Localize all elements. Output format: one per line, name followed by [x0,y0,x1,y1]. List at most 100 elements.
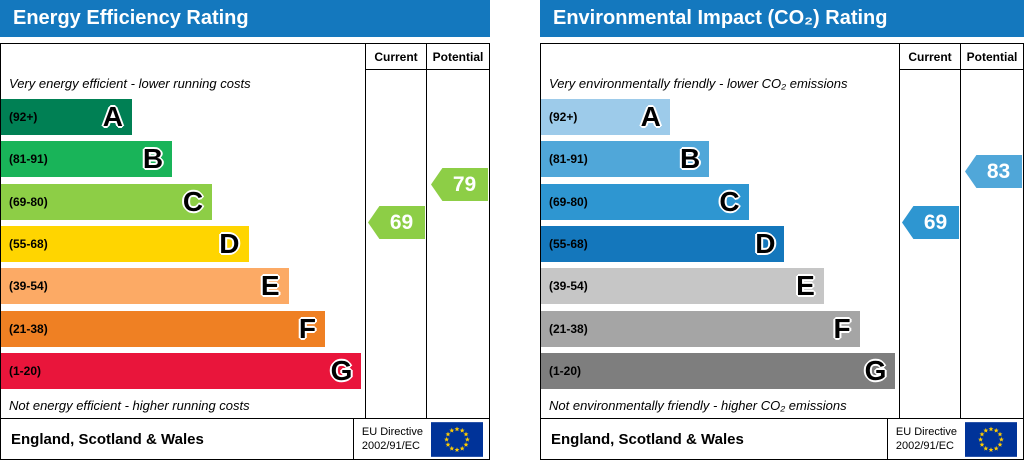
current-rating-value: 69 [389,210,414,234]
eu-directive-line1: EU Directive [361,425,423,438]
eu-flag-icon [965,421,1017,457]
current-column-divider [899,44,900,418]
epc-band-e: (39-54) E [1,268,289,305]
eu-directive-line2: 2002/91/EC [895,440,954,452]
potential-column-divider [426,44,427,418]
band-row: (81-91) B [1,138,365,180]
rating-bands: (92+) A (81-91) B (69-80) C [541,96,899,392]
band-row: (55-68) D [1,223,365,265]
band-row: (1-20) G [1,350,365,392]
band-range-label: (69-80) [549,194,588,209]
band-range-label: (92+) [9,110,38,125]
eu-directive-line1: EU Directive [895,425,957,438]
band-letter: D [219,227,240,259]
column-header-row: Current Potential [1,44,489,70]
footer-directive: EU Directive 2002/91/EC [352,419,489,459]
band-row: (21-38) F [1,307,365,349]
band-letter: D [755,227,776,259]
chart-footer: England, Scotland & Wales EU Directive 2… [0,418,490,460]
chart-footer: England, Scotland & Wales EU Directive 2… [540,418,1024,460]
band-letter: F [298,312,316,344]
band-range-label: (81-91) [9,152,48,167]
potential-column-header: Potential [432,50,484,64]
co2-band-f: (21-38) F [541,310,860,347]
energy-rating-table: Current Potential Very energy efficient … [0,43,490,419]
band-range-label: (1-20) [9,363,42,378]
band-row: (92+) A [541,96,899,138]
top-caption: Very environmentally friendly - lower CO… [549,75,848,91]
band-row: (69-80) C [1,181,365,223]
current-rating-value: 69 [923,210,948,234]
band-range-label: (39-54) [549,279,588,294]
band-range-label: (21-38) [9,321,48,336]
column-header-underline [366,69,489,70]
band-letter: C [182,185,204,217]
band-row: (1-20) G [541,350,899,392]
band-range-label: (21-38) [549,321,588,336]
band-letter: E [796,270,815,302]
eu-directive-line2: 2002/91/EC [361,440,420,452]
band-letter: B [680,143,701,175]
eu-flag-icon [431,421,483,457]
eu-directive-text: EU Directive 2002/91/EC [896,425,957,454]
column-header-underline [900,69,1023,70]
co2-band-b: (81-91) B [541,141,710,178]
current-column-header: Current [908,50,952,64]
potential-rating-arrow: 79 [431,168,488,201]
potential-rating-value: 79 [452,172,477,196]
band-range-label: (55-68) [9,236,48,251]
potential-column-header: Potential [966,50,1018,64]
footer-region-label: England, Scotland & Wales [551,430,744,448]
environmental-impact-chart: Environmental Impact (CO₂) Rating Curren… [540,0,1024,460]
epc-band-d: (55-68) D [1,225,249,262]
band-letter: A [102,101,124,133]
rating-bands: (92+) A (81-91) B (69-80) C [1,96,365,392]
band-row: (39-54) E [541,265,899,307]
energy-chart-title: Energy Efficiency Rating [0,0,490,37]
band-range-label: (81-91) [549,152,588,167]
co2-band-g: (1-20) G [541,352,896,389]
footer-directive: EU Directive 2002/91/EC [886,419,1023,459]
band-letter: E [260,270,280,302]
current-rating-arrow: 69 [902,206,959,239]
band-row: (81-91) B [541,138,899,180]
band-letter: G [864,354,887,386]
band-range-label: (69-80) [9,194,48,209]
band-row: (39-54) E [1,265,365,307]
band-range-label: (92+) [549,110,578,125]
epc-band-b: (81-91) B [1,141,173,178]
co2-band-a: (92+) A [541,99,670,136]
band-letter: A [640,101,661,133]
band-row: (69-80) C [541,181,899,223]
band-letter: C [719,185,740,217]
current-column-divider [365,44,366,418]
potential-column-divider [960,44,961,418]
band-row: (92+) A [1,96,365,138]
column-header-row: Current Potential [541,44,1023,70]
potential-rating-value: 83 [986,159,1011,183]
current-rating-arrow: 69 [368,206,425,239]
potential-rating-arrow: 83 [965,155,1022,188]
footer-region-label: England, Scotland & Wales [11,430,204,448]
eu-directive-text: EU Directive 2002/91/EC [362,425,423,454]
epc-band-g: (1-20) G [1,352,362,389]
band-range-label: (55-68) [549,236,588,251]
co2-band-c: (69-80) C [541,183,749,220]
epc-band-c: (69-80) C [1,183,213,220]
bottom-caption: Not environmentally friendly - higher CO… [549,397,847,413]
band-range-label: (39-54) [9,279,48,294]
band-range-label: (1-20) [549,363,582,378]
bottom-caption: Not energy efficient - higher running co… [9,397,250,413]
co2-rating-table: Current Potential Very environmentally f… [540,43,1024,419]
co2-chart-title: Environmental Impact (CO₂) Rating [540,0,1024,37]
band-letter: B [142,143,164,175]
band-row: (21-38) F [541,307,899,349]
band-letter: F [833,312,851,344]
band-row: (55-68) D [541,223,899,265]
co2-band-e: (39-54) E [541,268,824,305]
band-letter: G [330,354,353,386]
current-column-header: Current [374,50,418,64]
epc-band-f: (21-38) F [1,310,325,347]
epc-band-a: (92+) A [1,99,133,136]
